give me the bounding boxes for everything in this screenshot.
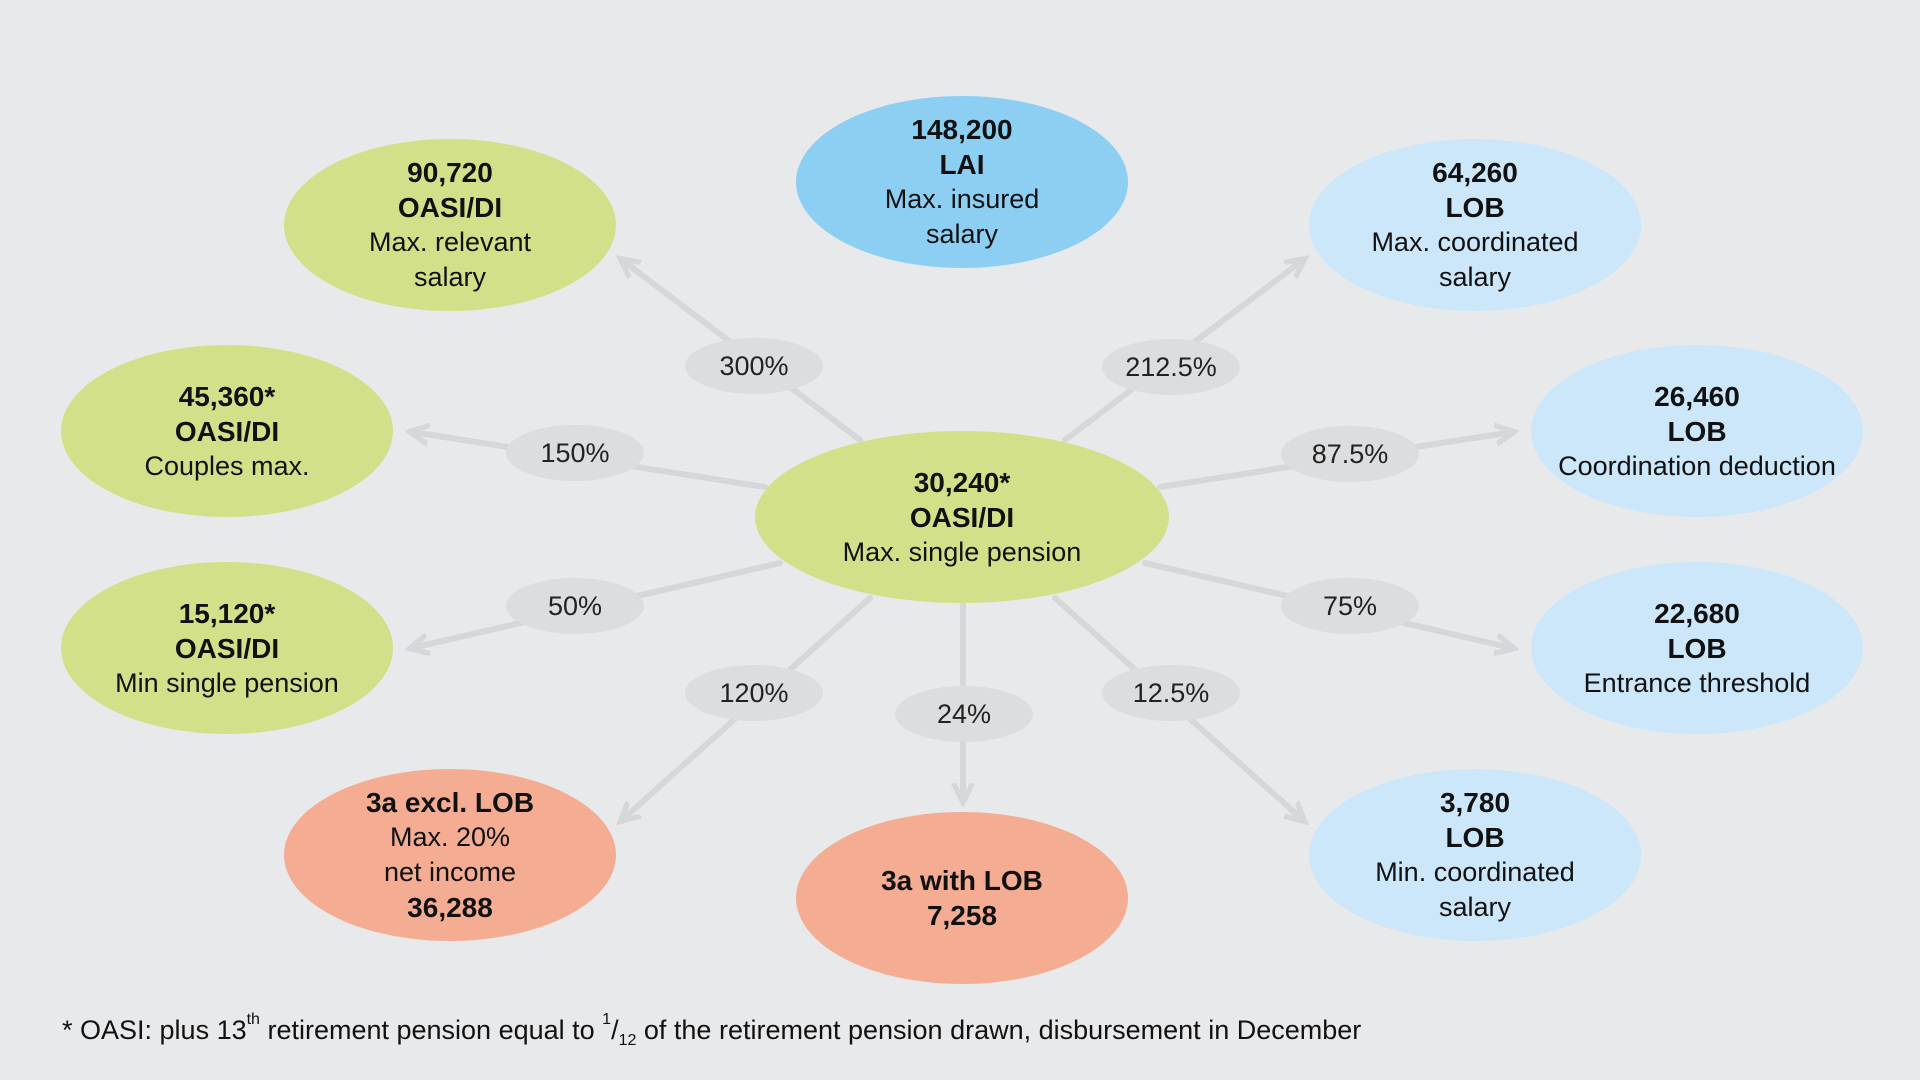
node-value: 148,200 xyxy=(911,114,1013,145)
footnote-fraction: 1/12 xyxy=(602,1011,637,1049)
node-value: 15,120* xyxy=(178,597,276,629)
pill-150-percent: 150% xyxy=(506,425,644,481)
node-scheme: OASI/DI xyxy=(397,192,503,223)
node-scheme: LOB xyxy=(1445,822,1505,853)
node-lob-min-coordinated-salary: 3,780 LOB Min. coordinated salary xyxy=(1309,769,1641,941)
footnote-suffix: of the retirement pension drawn, disburs… xyxy=(636,1015,1362,1045)
node-label: Max. 20% xyxy=(389,822,511,852)
node-label: Entrance threshold xyxy=(1583,667,1811,698)
node-label: net income xyxy=(383,857,517,887)
node-label: salary xyxy=(413,262,487,292)
node-value: 7,258 xyxy=(926,900,998,931)
node-value: 30,240* xyxy=(913,466,1011,498)
node-lob-coordination-deduction: 26,460 LOB Coordination deduction xyxy=(1531,345,1863,517)
footnote-middle: retirement pension equal to xyxy=(259,1015,603,1045)
pill-300-percent: 300% xyxy=(685,338,823,394)
footnote-ordinal: th xyxy=(246,1011,260,1028)
node-label: Min single pension xyxy=(115,667,339,698)
node-lai-max-insured-salary: 148,200 LAI Max. insured salary xyxy=(796,96,1128,268)
node-oasi-min-single-pension: 15,120* OASI/DI Min single pension xyxy=(61,562,393,734)
node-value: 64,260 xyxy=(1432,157,1518,188)
node-value: 22,680 xyxy=(1654,597,1740,629)
pill-212-5-percent: 212.5% xyxy=(1102,339,1240,395)
node-label: Max. relevant xyxy=(368,227,532,257)
node-label: Min. coordinated xyxy=(1375,857,1575,887)
node-label: salary xyxy=(925,219,999,249)
node-value: 45,360* xyxy=(178,380,276,412)
node-lob-max-coordinated-salary: 64,260 LOB Max. coordinated salary xyxy=(1309,139,1641,311)
node-scheme: LOB xyxy=(1667,632,1727,664)
node-scheme: LAI xyxy=(939,149,985,180)
footnote-prefix: * OASI: plus 13 xyxy=(62,1015,247,1045)
node-scheme: OASI/DI xyxy=(909,501,1015,533)
node-label: salary xyxy=(1438,892,1512,922)
node-scheme: LOB xyxy=(1667,415,1727,447)
node-3a-excl-lob: 3a excl. LOB Max. 20% net income 36,288 xyxy=(284,769,616,941)
node-value: 90,720 xyxy=(407,157,493,188)
node-value: 26,460 xyxy=(1654,380,1740,412)
node-oasi-max-relevant-salary: 90,720 OASI/DI Max. relevant salary xyxy=(284,139,616,311)
node-label: Couples max. xyxy=(144,450,310,481)
node-label: Max. single pension xyxy=(842,536,1082,567)
node-max-single-pension: 30,240* OASI/DI Max. single pension xyxy=(755,431,1169,603)
node-3a-with-lob: 3a with LOB 7,258 xyxy=(796,812,1128,984)
pill-87-5-percent: 87.5% xyxy=(1281,426,1419,482)
node-title: 3a excl. LOB xyxy=(365,787,535,818)
pill-75-percent: 75% xyxy=(1281,578,1419,634)
node-oasi-couples-max: 45,360* OASI/DI Couples max. xyxy=(61,345,393,517)
footnote: * OASI: plus 13th retirement pension equ… xyxy=(62,1011,1362,1049)
pill-120-percent: 120% xyxy=(685,665,823,721)
node-label: Max. coordinated xyxy=(1371,227,1579,257)
node-value: 36,288 xyxy=(407,892,493,923)
node-lob-entrance-threshold: 22,680 LOB Entrance threshold xyxy=(1531,562,1863,734)
node-scheme: LOB xyxy=(1445,192,1505,223)
node-label: Coordination deduction xyxy=(1558,450,1836,481)
node-value: 3,780 xyxy=(1439,787,1511,818)
node-scheme: OASI/DI xyxy=(174,415,280,447)
fraction-denominator: 12 xyxy=(618,1032,637,1049)
node-label: Max. insured xyxy=(884,184,1040,214)
fraction-numerator: 1 xyxy=(602,1011,612,1028)
pill-50-percent: 50% xyxy=(506,578,644,634)
node-label: salary xyxy=(1438,262,1512,292)
node-scheme: OASI/DI xyxy=(174,632,280,664)
pill-24-percent: 24% xyxy=(895,686,1033,742)
pill-12-5-percent: 12.5% xyxy=(1102,665,1240,721)
node-title: 3a with LOB xyxy=(881,865,1043,896)
